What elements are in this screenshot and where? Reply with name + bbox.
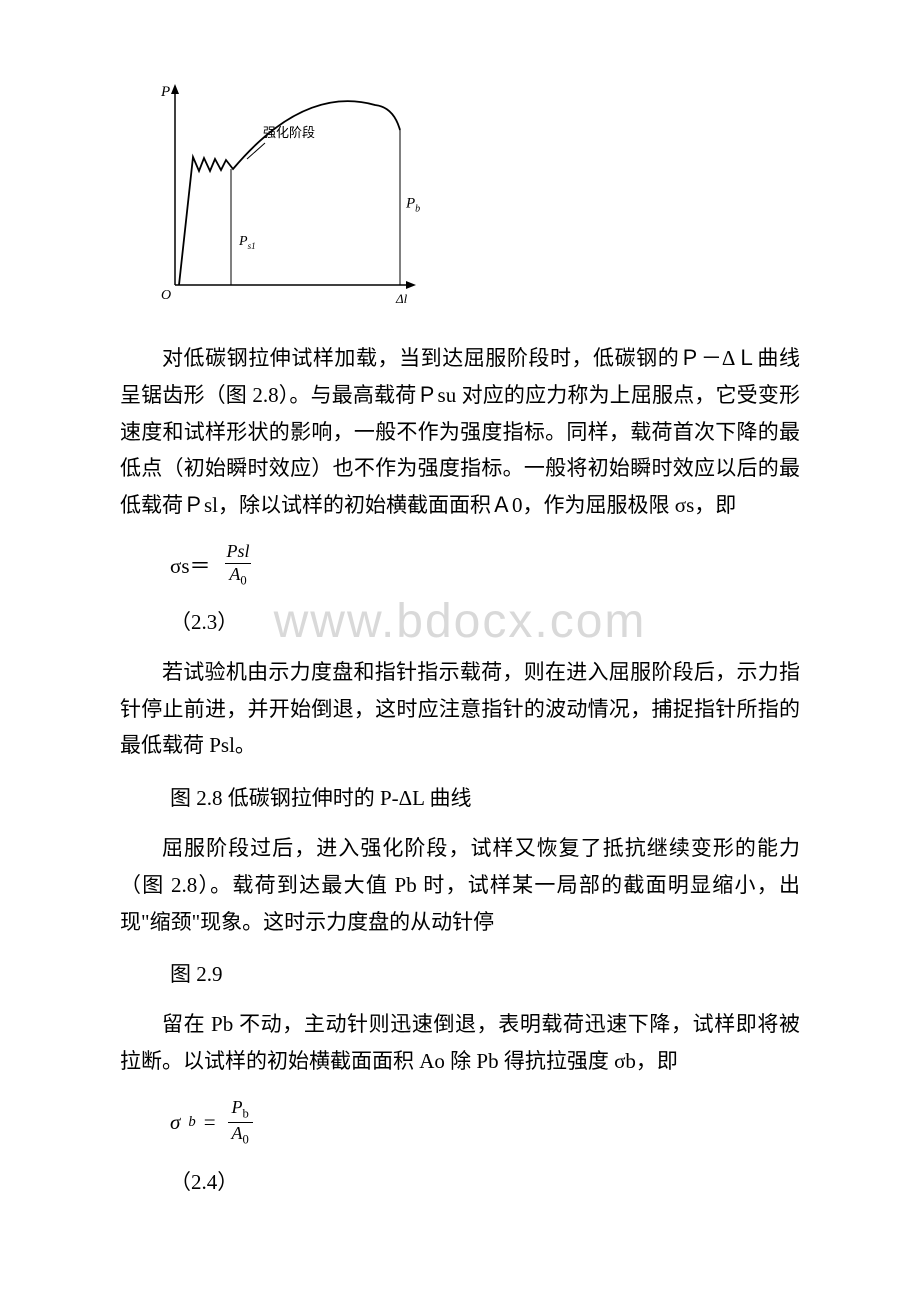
svg-text:Pb: Pb — [405, 196, 420, 215]
formula-sigma-b: σb = Pb A0 — [170, 1098, 800, 1148]
formula2-lhs-var: σ — [170, 1110, 180, 1135]
figure-2-8-caption: 图 2.8 低碳钢拉伸时的 P-ΔL 曲线 — [170, 782, 800, 812]
formula-sigma-s: σs＝ Psl A0 — [170, 542, 800, 588]
paragraph-6: 留在 Pb 不动，主动针则迅速倒退，表明载荷迅速下降，试样即将被拉断。以试样的初… — [120, 1006, 800, 1080]
svg-text:强化阶段: 强化阶段 — [263, 125, 315, 140]
formula-lhs: σs＝ — [170, 550, 211, 580]
paragraph-2: 若试验机由示力度盘和指针指示载荷，则在进入屈服阶段后，示力指针停止前进，并开始倒… — [120, 654, 800, 764]
svg-text:Ps1: Ps1 — [238, 234, 256, 251]
figure-2-9-caption: 图 2.9 — [170, 958, 800, 988]
svg-text:O: O — [161, 288, 171, 303]
equation-number-2: （2.4） — [170, 1166, 800, 1196]
formula2-numerator: P — [232, 1097, 243, 1117]
formula-den-sub: 0 — [240, 573, 246, 587]
pl-curve-chart: P Δl O 强化阶段 Ps1 Pb — [150, 80, 800, 315]
formula2-fraction: Pb A0 — [228, 1098, 253, 1148]
formula2-eq: = — [204, 1110, 216, 1135]
pl-curve-svg: P Δl O 强化阶段 Ps1 Pb — [150, 80, 420, 310]
formula2-lhs-sub: b — [188, 1114, 195, 1131]
formula2-num-sub: b — [243, 1107, 249, 1121]
svg-text:Δl: Δl — [395, 291, 408, 306]
paragraph-4: 屈服阶段过后，进入强化阶段，试样又恢复了抵抗继续变形的能力（图 2.8）。载荷到… — [120, 830, 800, 940]
formula-denominator: A — [229, 564, 240, 584]
equation-number-1: （2.3） — [170, 606, 800, 636]
formula2-denominator: A — [232, 1123, 243, 1143]
svg-text:P: P — [160, 84, 170, 100]
paragraph-1: 对低碳钢拉伸试样加载，当到达屈服阶段时，低碳钢的Ｐ－ΔＬ曲线呈锯齿形（图 2.8… — [120, 340, 800, 524]
formula-numerator: Psl — [227, 541, 250, 561]
formula2-den-sub: 0 — [243, 1133, 249, 1147]
formula-fraction: Psl A0 — [223, 542, 254, 588]
